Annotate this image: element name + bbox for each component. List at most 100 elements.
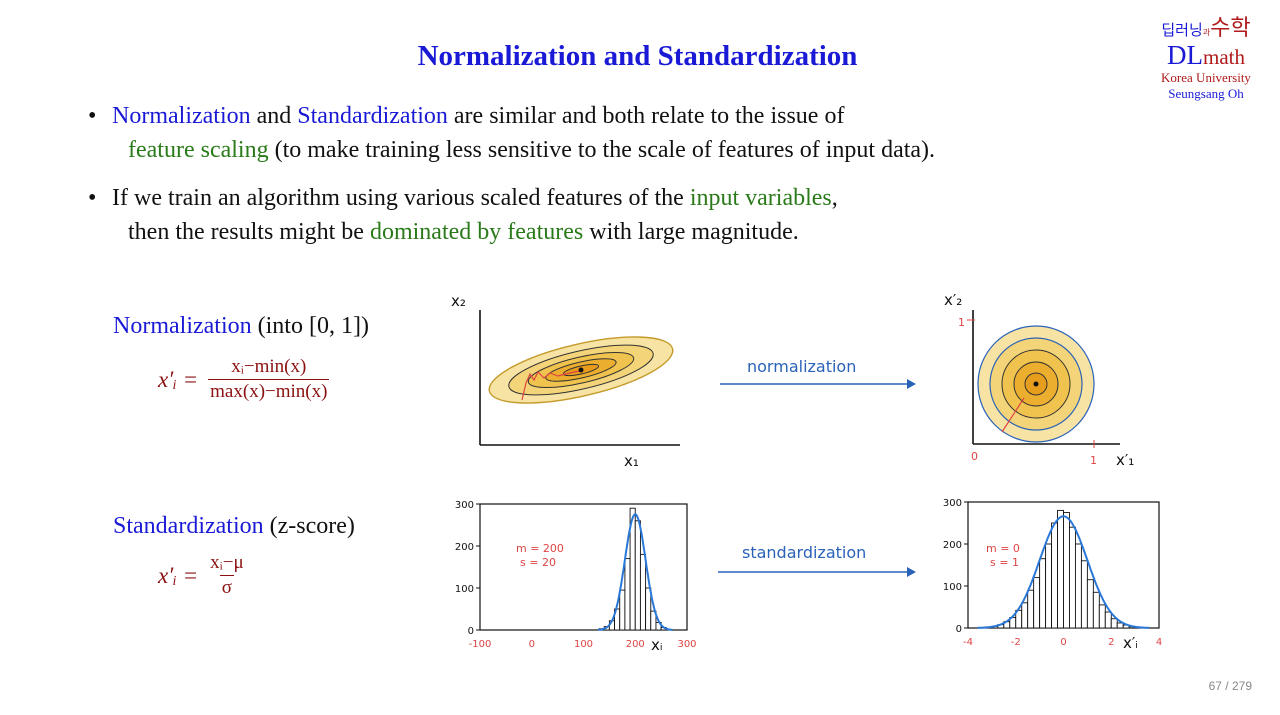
y-axis-label: x₂ [451,292,466,310]
histogram-bar [634,520,641,631]
x-axis-label: xᵢ [651,636,663,654]
histogram-bar [650,610,657,631]
logo-university: Korea University [1161,70,1251,85]
histogram-bar [645,587,652,631]
normal-curve [598,513,673,631]
bullet-2-term-dominated: dominated by features [369,219,584,245]
page-total: 279 [1231,679,1252,693]
origin-label: 0 [971,450,978,463]
histogram-bar [1069,526,1076,629]
standardization-formula: x′ᵢ = xᵢ−μ σ [158,552,246,599]
x-tick-label: 100 [574,639,593,650]
normalization-arrow-icon [720,379,916,389]
x-tick-label: 300 [677,639,696,650]
histogram-bar [1074,543,1082,629]
bullet-2-comma: , [831,185,838,211]
x-axis-label: x′ᵢ [1123,634,1138,652]
histogram-bar [1092,591,1100,629]
normalization-numerator: xᵢ−min(x) [231,356,307,377]
bullet-1-text: are similar and both relate to the issue… [447,103,845,129]
x-tick-label: 2 [1108,637,1114,648]
contour-plot-normalized: x′₂ 1 0 1 x′₁ [944,291,1134,469]
histogram-bar [1104,611,1112,629]
stats-annotation: m = 200 [516,542,564,555]
standardization-heading-term: Standardization [113,513,264,539]
bullet-2-text: If we train an algorithm using various s… [112,185,690,211]
histogram-bar [624,558,631,631]
normalization-denominator: max(x)−min(x) [208,379,330,402]
bullet-2-text-cont: then the results might be [128,219,370,245]
y-axis-label: x′₂ [944,291,962,309]
plot-frame [479,503,688,631]
histogram-bar [1110,618,1118,629]
y-tick-label: 200 [455,542,474,553]
bullet-1-text-cont: (to make training less sensitive to the … [268,137,936,163]
logo-dlmath: DLmath [1146,42,1266,70]
gradient-path [1001,397,1025,433]
course-logo: 딥러닝과수학 DLmath Korea University Seungsang… [1146,18,1266,102]
logo-math: math [1203,45,1245,69]
bullet-2: • If we train an algorithm using various … [88,181,838,249]
y-tick-label: 300 [455,500,474,511]
logo-dl: DL [1167,40,1203,70]
histogram-bar [1086,579,1094,629]
y-tick-label: 1 [958,316,965,329]
bullet-1-term-standardization: Standardization [297,103,448,129]
histogram-bar [1098,604,1106,629]
x-tick-label: -2 [1011,637,1021,648]
standardization-arrow-icon [718,567,916,577]
histogram-bar [619,589,626,631]
page-separator: / [1225,679,1229,693]
logo-korean: 딥러닝과수학 [1146,18,1266,42]
normal-curve [977,515,1150,629]
bullet-1-term-feature-scaling: feature scaling [128,137,269,163]
histogram-bar [639,553,647,631]
standardization-arrow-label: standardization [742,543,867,562]
logo-korean-right: 수학 [1210,16,1251,41]
bullet-1-text-and: and [250,103,298,129]
normalization-arrow-label: normalization [747,357,857,376]
gradient-path [521,370,581,401]
y-tick-label: 0 [468,626,474,637]
histogram-bar [1039,558,1047,629]
x-tick-label: 200 [626,639,645,650]
x-tick-label: -4 [963,637,973,648]
x-tick-label: 4 [1156,637,1162,648]
normalization-formula: x′ᵢ = xᵢ−min(x) max(x)−min(x) [158,356,330,403]
bullet-2-term-input-variables: input variables [689,185,832,211]
normalization-heading: Normalization (into [0, 1]) [113,313,369,340]
bullet-1: • Normalization and Standardization are s… [88,99,935,167]
standardization-heading: Standardization (z-score) [113,513,355,540]
histogram-standardized: 0 100 200 300 -4 -2 0 2 4 m = 0s = 1 x′ᵢ [943,498,1162,652]
normalization-fraction: xᵢ−min(x) max(x)−min(x) [208,356,330,403]
x-tick-label: 0 [529,639,535,650]
contour-plot-raw: x₂ x₁ [451,292,680,470]
histogram-bar [1045,543,1053,629]
standardization-denominator: σ [219,575,235,598]
page-current: 67 [1208,679,1222,693]
y-tick-label: 300 [943,498,962,509]
stats-annotation: s = 1 [990,556,1019,569]
histogram-bar [1051,522,1058,629]
y-tick-label: 0 [956,624,962,635]
bullet-2-text-end: with large magnitude. [583,219,799,245]
histogram-bar [1027,589,1035,629]
logo-korean-gwa: 과 [1202,28,1211,37]
y-tick-label: 100 [455,584,474,595]
bullet-1-term-normalization: Normalization [112,103,251,129]
histogram-bar [1057,509,1064,629]
histogram-bar [1033,577,1041,629]
bullet-dot-icon: • [88,185,97,211]
normalization-heading-range: (into [0, 1]) [251,313,369,339]
histogram-bar [1021,602,1029,629]
slide-title: Normalization and Standardization [417,40,858,72]
bullet-dot-icon: • [88,103,97,129]
x-tick-label: 1 [1090,454,1097,467]
page-number: 67 / 279 [1209,679,1252,693]
stats-annotation: m = 0 [986,542,1020,555]
x-tick-label: 0 [1060,637,1066,648]
standardization-heading-zscore: (z-score) [263,513,355,539]
histogram-bar [1063,512,1070,629]
normalization-formula-lhs: x′ᵢ = [158,366,199,392]
